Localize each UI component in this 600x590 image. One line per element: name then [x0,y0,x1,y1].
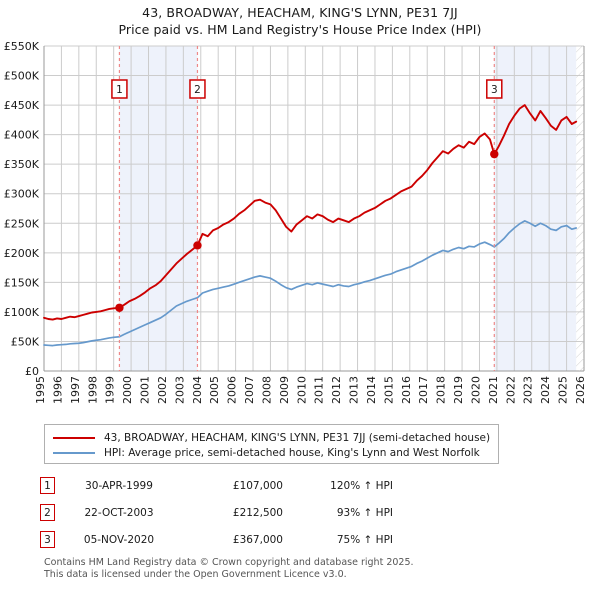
svg-text:1995: 1995 [34,376,47,404]
price-history-chart: £0 £50K £100K £150K £200K £250K £300K £350K £400… [4,40,587,404]
chart-area: £0 £50K £100K £150K £200K £250K £300K £350K £400… [4,40,587,404]
table-row: 2 22-OCT-2003 £212,500 93% ↑ HPI [40,499,460,526]
svg-text:2021: 2021 [487,376,500,404]
svg-text:£50K: £50K [11,335,40,348]
page-subtitle: Price paid vs. HM Land Registry's House … [118,22,482,37]
svg-text:£550K: £550K [4,40,40,53]
svg-text:£450K: £450K [4,99,40,112]
svg-text:2006: 2006 [226,376,239,404]
transaction-price: £107,000 [232,479,283,492]
transaction-point-dots [115,149,499,312]
no-data-hatch-region [576,46,584,371]
transaction-date: 05-NOV-2020 [83,533,155,546]
svg-text:2023: 2023 [522,376,535,404]
svg-text:2013: 2013 [348,376,361,404]
event-marker-lines [118,46,495,371]
svg-text:2025: 2025 [557,376,570,404]
svg-text:2026: 2026 [574,376,587,404]
svg-text:1997: 1997 [69,376,82,404]
svg-text:£100K: £100K [4,306,40,319]
svg-text:2001: 2001 [139,376,152,404]
svg-text:£350K: £350K [4,158,40,171]
svg-text:2016: 2016 [400,376,413,404]
transaction-index-badge: 1 [40,477,55,494]
legend-label-hpi: HPI: Average price, semi-detached house,… [104,446,480,459]
svg-text:2022: 2022 [504,376,517,404]
svg-text:1999: 1999 [104,376,117,404]
transaction-index-badge: 3 [40,531,55,548]
highlight-bands [119,46,577,371]
transaction-price: £212,500 [232,506,283,519]
svg-text:£150K: £150K [4,276,40,289]
svg-text:2019: 2019 [452,376,465,404]
svg-text:2020: 2020 [469,376,482,404]
footer-line-1: Contains HM Land Registry data © Crown c… [44,557,414,568]
x-axis-tick-labels: 1995 1996 1997 1998 1999 2000 2001 2002 2003 2004… [34,376,587,404]
svg-text:£200K: £200K [4,247,40,260]
legend-label-price: 43, BROADWAY, HEACHAM, KING'S LYNN, PE31… [104,431,491,444]
svg-text:2024: 2024 [539,376,552,404]
y-axis-tick-labels: £0 £50K £100K £150K £200K £250K £300K £350K £400… [4,40,40,378]
svg-text:£250K: £250K [4,217,40,230]
svg-text:1: 1 [116,84,123,96]
table-row: 1 30-APR-1999 £107,000 120% ↑ HPI [40,472,460,499]
svg-text:2008: 2008 [260,376,273,404]
transaction-hpi-delta: 75% ↑ HPI [336,533,393,546]
svg-text:3: 3 [491,84,498,96]
chart-legend: 43, BROADWAY, HEACHAM, KING'S LYNN, PE31… [44,424,499,464]
legend-item-price: 43, BROADWAY, HEACHAM, KING'S LYNN, PE31… [53,430,490,445]
svg-text:2000: 2000 [121,376,134,404]
svg-text:£300K: £300K [4,188,40,201]
transaction-date: 22-OCT-2003 [84,506,154,519]
transaction-price: £367,000 [232,533,283,546]
transaction-date: 30-APR-1999 [85,479,153,492]
transaction-hpi-delta: 120% ↑ HPI [330,479,393,492]
transaction-hpi-delta: 93% ↑ HPI [336,506,393,519]
svg-text:2015: 2015 [382,376,395,404]
svg-text:£500K: £500K [4,70,40,83]
svg-text:2003: 2003 [173,376,186,404]
transaction-index-badge: 2 [40,504,55,521]
table-row: 3 05-NOV-2020 £367,000 75% ↑ HPI [40,526,460,553]
svg-text:2005: 2005 [208,376,221,404]
transactions-table: 1 30-APR-1999 £107,000 120% ↑ HPI 2 22-O… [40,472,460,553]
svg-text:2: 2 [194,84,201,96]
svg-text:£0: £0 [25,365,39,378]
svg-text:2014: 2014 [365,376,378,404]
svg-text:2018: 2018 [435,376,448,404]
footer-line-2: This data is licensed under the Open Gov… [44,569,347,580]
svg-text:1996: 1996 [51,376,64,404]
footer-attribution: Contains HM Land Registry data © Crown c… [44,557,564,581]
svg-text:2004: 2004 [191,376,204,404]
event-marker-boxes: 1 2 3 [111,79,503,99]
svg-text:2017: 2017 [417,376,430,404]
legend-item-hpi: HPI: Average price, semi-detached house,… [53,445,490,460]
svg-text:2012: 2012 [330,376,343,404]
svg-text:2007: 2007 [243,376,256,404]
svg-text:1998: 1998 [86,376,99,404]
svg-text:£400K: £400K [4,129,40,142]
svg-text:2010: 2010 [295,376,308,404]
page-title: 43, BROADWAY, HEACHAM, KING'S LYNN, PE31… [142,5,458,20]
legend-swatch-hpi [53,451,95,454]
svg-text:2002: 2002 [156,376,169,404]
svg-text:2009: 2009 [278,376,291,404]
legend-swatch-price [53,436,95,439]
chart-title-block: 43, BROADWAY, HEACHAM, KING'S LYNN, PE31… [0,0,600,38]
svg-text:2011: 2011 [313,376,326,404]
